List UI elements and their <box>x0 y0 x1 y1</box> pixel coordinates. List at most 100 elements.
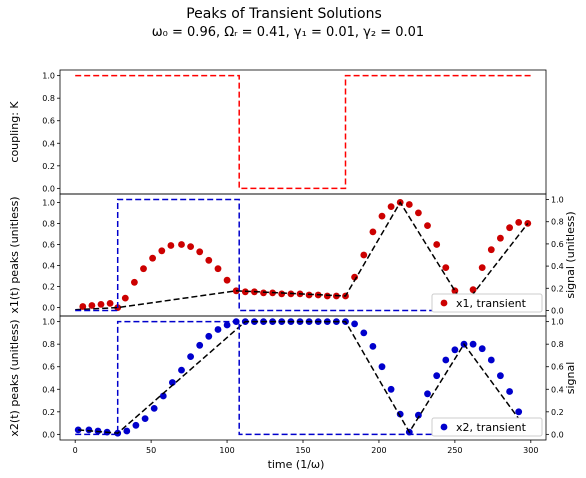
axes-frame <box>59 69 547 195</box>
x-tick-label: 100 <box>219 446 234 455</box>
y-axis-label: coupling: K <box>8 101 21 163</box>
data-point <box>415 209 422 217</box>
legend-label: x2, transient <box>456 421 527 434</box>
data-point <box>478 345 486 353</box>
y-tick-label: 0.8 <box>42 94 55 103</box>
y-tick-label: 0.2 <box>42 408 55 417</box>
data-point <box>187 353 195 360</box>
data-point <box>278 290 286 298</box>
data-point <box>415 411 422 419</box>
y-right-tick-label: 0.4 <box>551 262 564 271</box>
y-right-axis-label: signal (unitless) <box>564 211 577 298</box>
data-point <box>88 302 96 309</box>
data-point <box>97 301 105 308</box>
y-right-tick-label: 0.8 <box>551 218 564 227</box>
data-point <box>149 254 157 262</box>
y-right-tick-label: 1.0 <box>551 196 564 205</box>
data-point <box>515 408 523 416</box>
data-point <box>451 346 459 354</box>
y-right-tick-label: 0.6 <box>551 240 564 249</box>
y-right-tick-label: 0.0 <box>551 306 564 315</box>
data-point <box>85 426 93 434</box>
data-point <box>131 278 138 286</box>
data-point <box>351 320 358 328</box>
y-tick-label: 0.4 <box>42 385 55 394</box>
legend-marker <box>440 423 448 431</box>
data-point <box>451 287 459 295</box>
y-tick-label: 0.6 <box>42 240 55 249</box>
series-line-1 <box>78 320 529 434</box>
data-point <box>487 356 495 364</box>
data-point <box>360 251 368 259</box>
plot-area: 0.0 0.2 0.4 0.6 0.8 1.0 coupling: K 0.0 0.2 0.4 0.… <box>8 69 577 455</box>
data-point <box>369 343 377 350</box>
y-right-axis-label: signal <box>564 362 577 395</box>
data-point <box>405 201 413 208</box>
data-point <box>178 241 185 248</box>
data-point <box>141 415 149 422</box>
data-point <box>121 294 129 302</box>
data-point <box>497 234 504 242</box>
data-point <box>478 264 486 271</box>
y-right-tick-label: 0.2 <box>551 408 564 417</box>
data-point <box>106 300 114 307</box>
chart-subtitle: ω₀ = 0.96, Ωᵣ = 0.41, γ₁ = 0.01, γ₂ = 0.… <box>152 25 424 40</box>
y-tick-label: 0.6 <box>42 363 55 372</box>
y-right-tick-label: 0.0 <box>551 430 564 439</box>
data-point <box>487 246 495 254</box>
y-tick-label: 0.2 <box>42 162 55 171</box>
y-right-tick-label: 0.4 <box>551 385 564 394</box>
data-point <box>196 341 204 349</box>
y-axis-label: x1(t) peaks (unitless) <box>8 196 21 313</box>
series-line-2 <box>75 198 531 312</box>
data-point <box>323 292 331 300</box>
legend: x2, transient <box>431 417 543 437</box>
legend-marker <box>440 299 448 307</box>
data-point <box>387 203 395 211</box>
y-right-tick-label: 0.2 <box>551 284 564 293</box>
y-right-tick-label: 0.6 <box>551 363 564 372</box>
data-point <box>187 243 195 251</box>
legend: x1, transient <box>431 293 543 313</box>
y-tick-label: 1.0 <box>42 318 55 327</box>
y-right-tick-label: 0.8 <box>551 340 564 349</box>
y-tick-label: 0.0 <box>42 304 55 313</box>
legend-box <box>431 293 543 313</box>
data-point <box>79 303 87 310</box>
data-point <box>196 248 204 256</box>
x-tick-label: 50 <box>146 446 156 455</box>
data-point <box>369 228 377 236</box>
y-tick-label: 0.0 <box>42 184 55 193</box>
y-tick-label: 1.0 <box>42 198 55 207</box>
data-point <box>140 265 147 273</box>
data-point <box>132 421 140 429</box>
y-tick-label: 0.8 <box>42 340 55 349</box>
data-point <box>123 427 131 435</box>
x-tick-label: 0 <box>73 446 78 455</box>
data-point <box>424 390 431 398</box>
x-tick-label: 300 <box>523 446 538 455</box>
legend-box <box>431 417 543 437</box>
data-point <box>223 276 231 284</box>
data-point <box>178 366 185 374</box>
y-tick-label: 0.0 <box>42 430 55 439</box>
y-tick-label: 0.6 <box>42 117 55 126</box>
panel-1: 0.0 0.2 0.4 0.6 0.8 1.0 coupling: K <box>8 69 547 195</box>
data-point <box>387 385 395 393</box>
y-tick-label: 0.2 <box>42 283 55 292</box>
legend-label: x1, transient <box>456 297 527 310</box>
y-tick-label: 0.4 <box>42 139 55 148</box>
data-point <box>497 372 504 380</box>
x-tick-label: 150 <box>295 446 310 455</box>
series-line-2 <box>75 320 531 436</box>
x-tick-label: 250 <box>447 446 462 455</box>
data-point <box>433 372 441 380</box>
data-point <box>214 326 222 333</box>
data-point <box>223 321 231 329</box>
y-tick-label: 0.4 <box>42 262 55 271</box>
panel-2: 0.0 0.2 0.4 0.6 0.8 1.0 0.0 0.2 0.4 0.6 0.8 1.0 x1(t… <box>8 193 577 317</box>
panel-3: 0.0 0.2 0.4 0.6 0.8 1.0 0.0 0.2 0.4 0.6 0.8 1.0 x2(t… <box>8 315 577 441</box>
data-point <box>159 392 167 400</box>
x-axis-label: time (1/ω) <box>268 458 325 471</box>
